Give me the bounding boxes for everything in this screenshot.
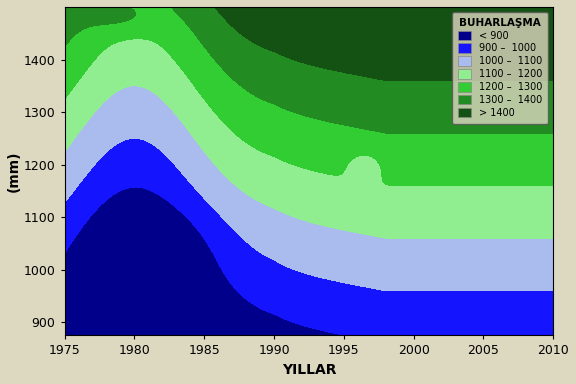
Legend: < 900, 900 –  1000, 1000 –  1100, 1100 –  1200, 1200 –  1300, 1300 –  1400, > 14: < 900, 900 – 1000, 1000 – 1100, 1100 – 1… xyxy=(452,12,548,124)
Y-axis label: (mm): (mm) xyxy=(7,151,21,192)
X-axis label: YILLAR: YILLAR xyxy=(282,363,336,377)
